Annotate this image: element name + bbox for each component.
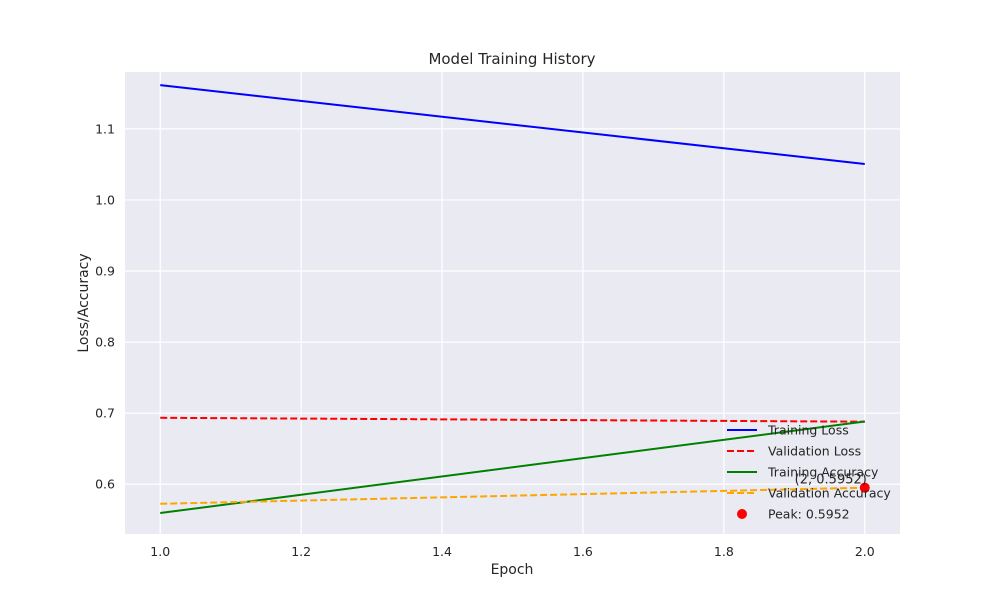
y-tick-label: 0.9 (95, 264, 115, 279)
legend-label-validation-accuracy: Validation Accuracy (768, 486, 891, 501)
x-tick-label: 1.4 (432, 544, 452, 559)
y-axis-label: Loss/Accuracy (76, 253, 92, 352)
x-tick-label: 1.2 (291, 544, 311, 559)
y-tick-label: 0.7 (95, 406, 115, 421)
x-tick-label: 1.8 (714, 544, 734, 559)
markers (859, 482, 870, 493)
legend-label-training-accuracy: Training Accuracy (767, 465, 879, 480)
x-axis-label: Epoch (491, 562, 534, 578)
series-line-validation-accuracy (160, 486, 865, 505)
series-line-validation-loss (160, 416, 865, 423)
x-tick-label: 1.0 (150, 544, 170, 559)
y-tick-labels: 0.6 0.7 0.8 0.9 1.0 1.1 (95, 121, 115, 491)
x-tick-label: 2.0 (855, 544, 875, 559)
y-tick-label: 0.6 (95, 477, 115, 492)
y-tick-label: 1.0 (95, 192, 115, 207)
chart-title: Model Training History (428, 50, 595, 68)
plot-area (125, 72, 900, 534)
legend-label-validation-loss: Validation Loss (768, 444, 861, 459)
legend-label-peak: Peak: 0.5952 (768, 507, 850, 522)
peak-annotation: (2, 0.5952) (795, 473, 867, 488)
series-lines (160, 84, 865, 515)
series-line-training-accuracy (160, 420, 865, 515)
legend-swatch-peak (737, 509, 747, 519)
peak-marker (859, 482, 870, 493)
legend-label-training-loss: Training Loss (767, 423, 849, 438)
legend: Training Loss Validation Loss Training Acc… (727, 423, 891, 522)
x-tick-label: 1.6 (573, 544, 593, 559)
y-tick-label: 0.8 (95, 335, 115, 350)
y-tick-label: 1.1 (95, 121, 115, 136)
x-tick-labels: 1.0 1.2 1.4 1.6 1.8 2.0 (150, 544, 874, 559)
series-line-training-loss (160, 84, 865, 166)
